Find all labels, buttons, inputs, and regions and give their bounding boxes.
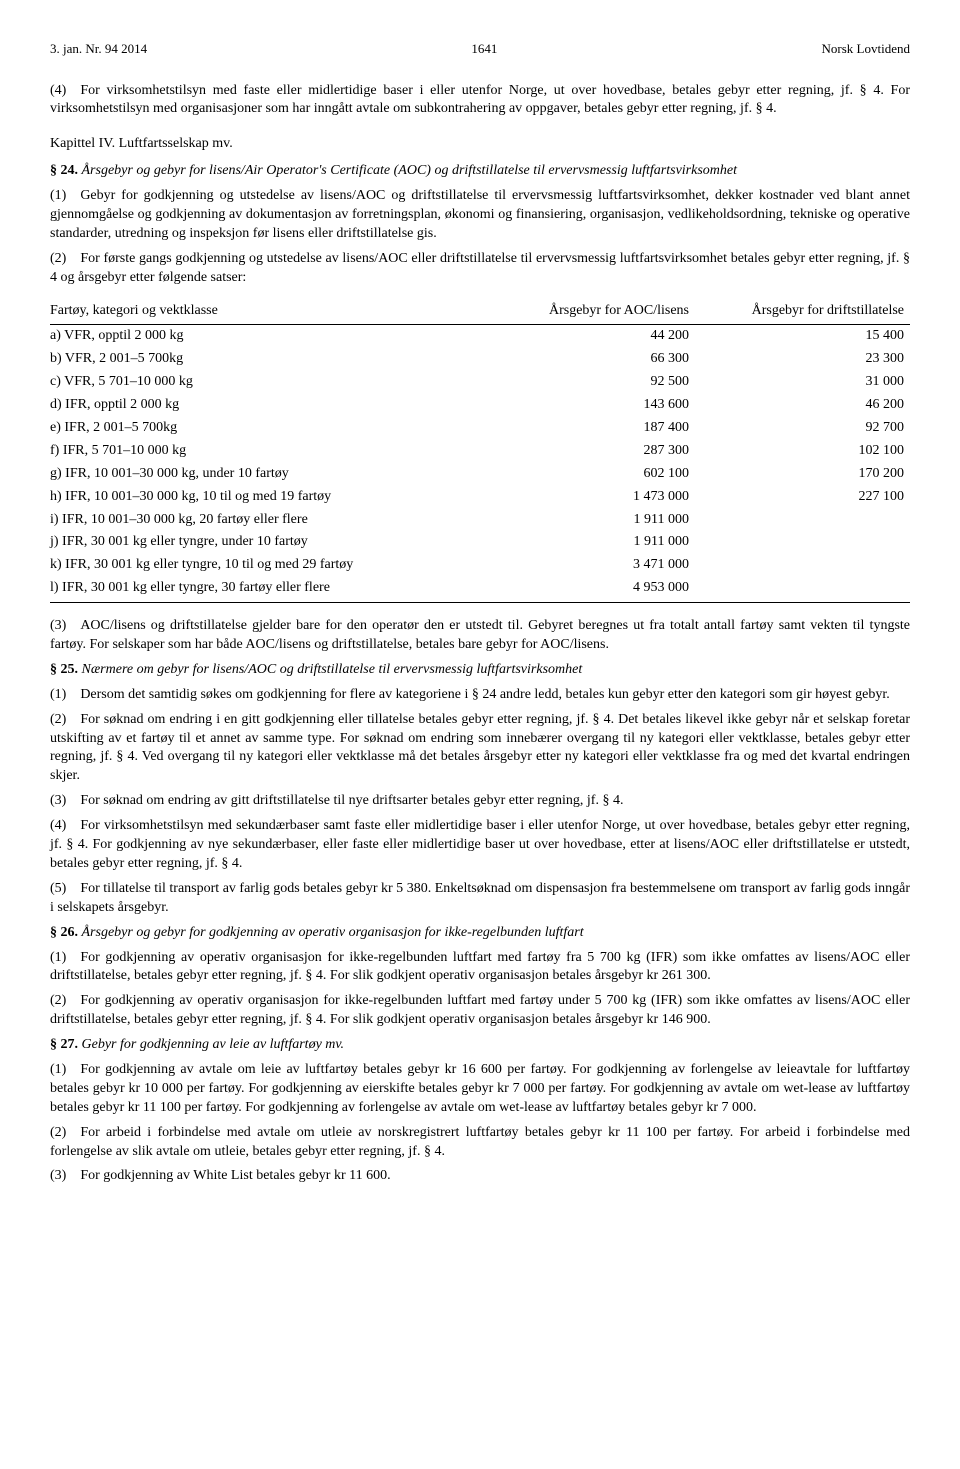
table-cell: 287 300 [480,440,695,463]
s27-p3: (3) For godkjenning av White List betale… [50,1167,910,1186]
s24-p1: (1) Gebyr for godkjenning og utstedelse … [50,187,910,244]
s25-p1: (1) Dersom det samtidig søkes om godkjen… [50,686,910,705]
table-row: j) IFR, 30 001 kg eller tyngre, under 10… [50,531,910,554]
s26-p2: (2) For godkjenning av operativ organisa… [50,992,910,1030]
table-cell: b) VFR, 2 001–5 700kg [50,348,480,371]
table-cell: 102 100 [695,440,910,463]
table-row: h) IFR, 10 001–30 000 kg, 10 til og med … [50,486,910,509]
s27-p1: (1) For godkjenning av avtale om leie av… [50,1061,910,1118]
table-cell [695,577,910,602]
table-cell: c) VFR, 5 701–10 000 kg [50,371,480,394]
table-row: k) IFR, 30 001 kg eller tyngre, 10 til o… [50,554,910,577]
table-cell: h) IFR, 10 001–30 000 kg, 10 til og med … [50,486,480,509]
s25-p3: (3) For søknad om endring av gitt drifts… [50,792,910,811]
table-row: d) IFR, opptil 2 000 kg143 60046 200 [50,394,910,417]
table-row: a) VFR, opptil 2 000 kg44 20015 400 [50,325,910,348]
table-row: f) IFR, 5 701–10 000 kg287 300102 100 [50,440,910,463]
table-cell: 66 300 [480,348,695,371]
table-row: g) IFR, 10 001–30 000 kg, under 10 fartø… [50,463,910,486]
table-cell: 170 200 [695,463,910,486]
table-cell: 23 300 [695,348,910,371]
table-cell: 92 500 [480,371,695,394]
s24-num: § 24. [50,163,78,178]
s24-heading: Årsgebyr og gebyr for lisens/Air Operato… [82,163,738,178]
table-cell: j) IFR, 30 001 kg eller tyngre, under 10… [50,531,480,554]
table-cell: l) IFR, 30 001 kg eller tyngre, 30 fartø… [50,577,480,602]
table-cell: e) IFR, 2 001–5 700kg [50,417,480,440]
table-cell: k) IFR, 30 001 kg eller tyngre, 10 til o… [50,554,480,577]
table-cell: 15 400 [695,325,910,348]
s25-title: § 25. Nærmere om gebyr for lisens/AOC og… [50,661,910,680]
s25-p4: (4) For virksomhetstilsyn med sekundærba… [50,817,910,874]
table-cell: 187 400 [480,417,695,440]
page-header: 3. jan. Nr. 94 2014 1641 Norsk Lovtidend [50,40,910,58]
para-4: (4) For virksomhetstilsyn med faste elle… [50,82,910,120]
s26-num: § 26. [50,925,78,940]
th-aoc: Årsgebyr for AOC/lisens [480,298,695,325]
table-row: c) VFR, 5 701–10 000 kg92 50031 000 [50,371,910,394]
table-cell: f) IFR, 5 701–10 000 kg [50,440,480,463]
s25-p2: (2) For søknad om endring i en gitt godk… [50,711,910,787]
s25-p5: (5) For tillatelse til transport av farl… [50,880,910,918]
th-drift: Årsgebyr for driftstillatelse [695,298,910,325]
table-cell: g) IFR, 10 001–30 000 kg, under 10 fartø… [50,463,480,486]
s26-p1: (1) For godkjenning av operativ organisa… [50,949,910,987]
table-cell: 1 911 000 [480,531,695,554]
table-row: i) IFR, 10 001–30 000 kg, 20 fartøy elle… [50,509,910,532]
table-cell: 227 100 [695,486,910,509]
s27-p2: (2) For arbeid i forbindelse med avtale … [50,1124,910,1162]
table-cell [695,554,910,577]
table-cell: d) IFR, opptil 2 000 kg [50,394,480,417]
s24-p2: (2) For første gangs godkjenning og utst… [50,250,910,288]
header-left: 3. jan. Nr. 94 2014 [50,40,147,58]
table-cell: 44 200 [480,325,695,348]
s25-heading: Nærmere om gebyr for lisens/AOC og drift… [82,662,583,677]
table-cell: 46 200 [695,394,910,417]
fee-table: Fartøy, kategori og vektklasse Årsgebyr … [50,298,910,604]
chapter-heading: Kapittel IV. Luftfartsselskap mv. [50,135,910,154]
table-row: b) VFR, 2 001–5 700kg66 30023 300 [50,348,910,371]
th-category: Fartøy, kategori og vektklasse [50,298,480,325]
table-cell [695,509,910,532]
s24-title: § 24. Årsgebyr og gebyr for lisens/Air O… [50,162,910,181]
table-cell: 3 471 000 [480,554,695,577]
table-cell: 4 953 000 [480,577,695,602]
s24-p3: (3) AOC/lisens og driftstillatelse gjeld… [50,617,910,655]
table-row: e) IFR, 2 001–5 700kg187 40092 700 [50,417,910,440]
header-right: Norsk Lovtidend [822,40,910,58]
s27-num: § 27. [50,1037,78,1052]
header-center: 1641 [471,40,497,58]
s27-heading: Gebyr for godkjenning av leie av luftfar… [82,1037,345,1052]
table-cell: 602 100 [480,463,695,486]
s26-heading: Årsgebyr og gebyr for godkjenning av ope… [82,925,584,940]
table-header-row: Fartøy, kategori og vektklasse Årsgebyr … [50,298,910,325]
table-cell: 1 911 000 [480,509,695,532]
table-cell: a) VFR, opptil 2 000 kg [50,325,480,348]
table-cell: 143 600 [480,394,695,417]
s27-title: § 27. Gebyr for godkjenning av leie av l… [50,1036,910,1055]
table-row: l) IFR, 30 001 kg eller tyngre, 30 fartø… [50,577,910,602]
table-cell: 31 000 [695,371,910,394]
table-cell [695,531,910,554]
table-cell: 1 473 000 [480,486,695,509]
table-cell: i) IFR, 10 001–30 000 kg, 20 fartøy elle… [50,509,480,532]
s26-title: § 26. Årsgebyr og gebyr for godkjenning … [50,924,910,943]
s25-num: § 25. [50,662,78,677]
table-cell: 92 700 [695,417,910,440]
